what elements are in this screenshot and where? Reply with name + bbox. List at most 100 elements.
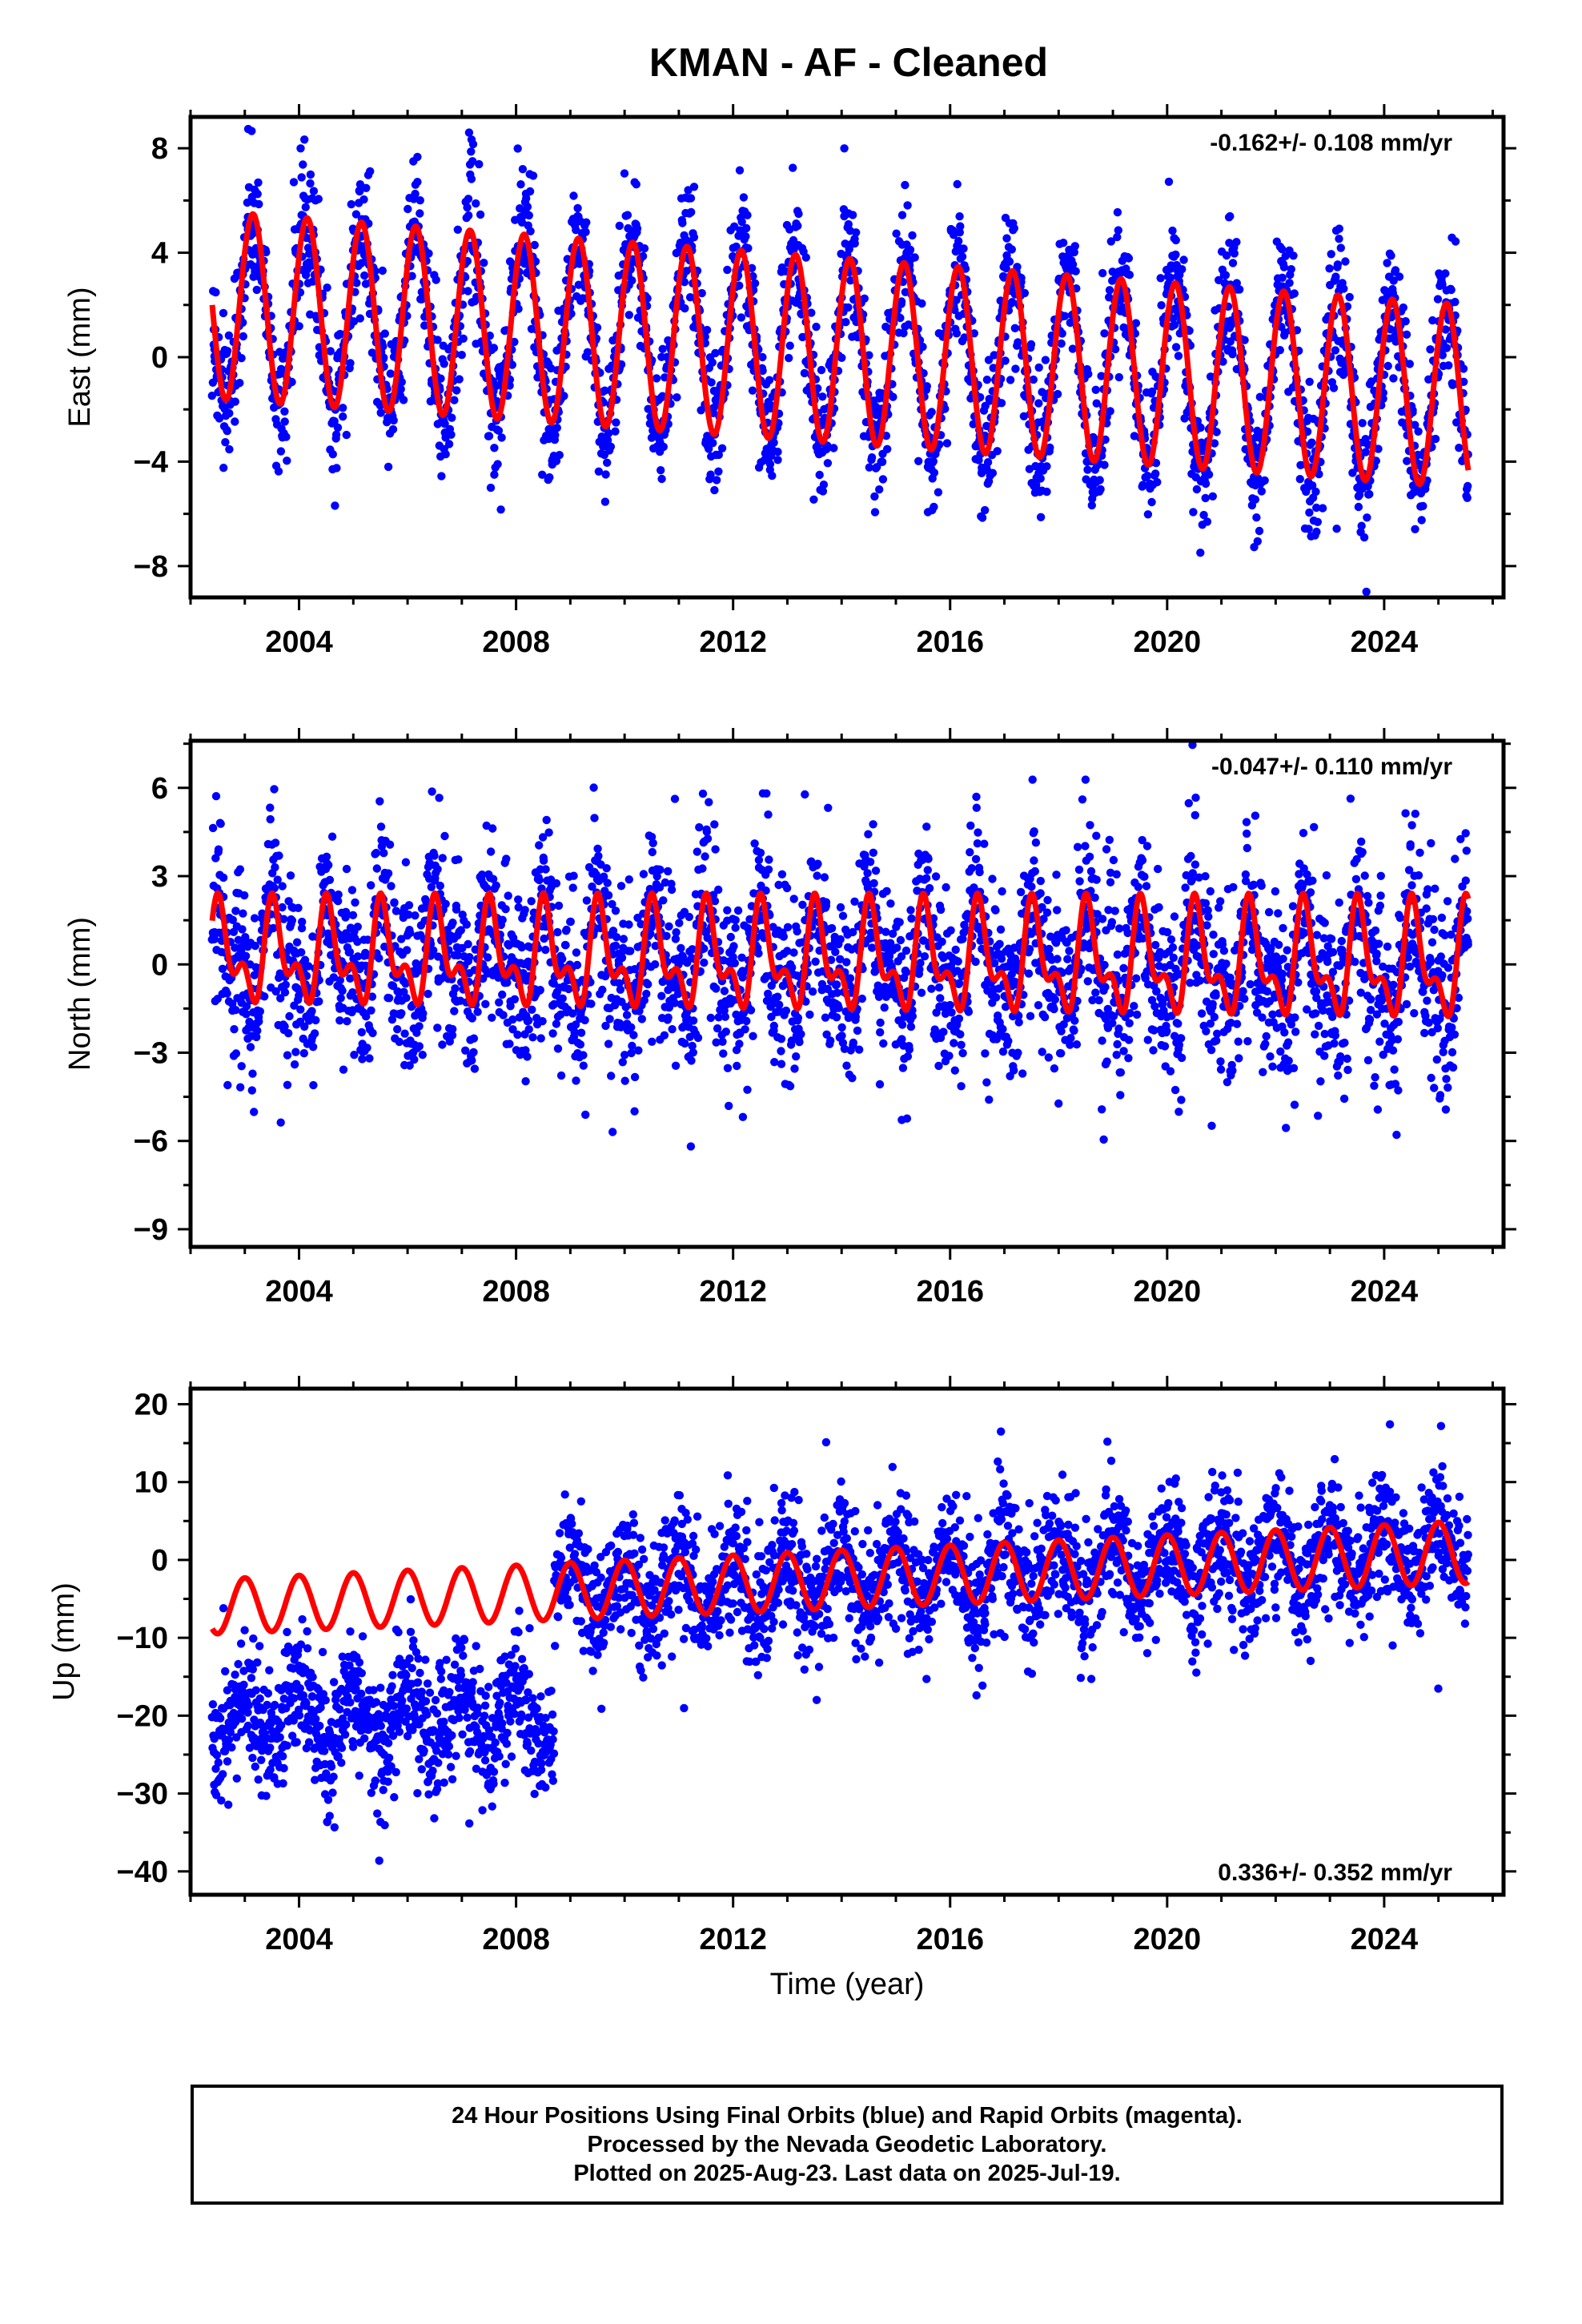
position-point: [450, 1007, 459, 1015]
position-point: [640, 244, 649, 253]
position-point: [681, 1039, 689, 1048]
position-point: [1125, 271, 1134, 279]
position-point: [498, 990, 507, 999]
position-point: [554, 901, 564, 911]
position-point: [768, 471, 777, 480]
position-point: [1105, 286, 1114, 295]
position-point: [850, 239, 859, 248]
position-point: [665, 922, 673, 931]
position-point: [419, 1009, 428, 1018]
position-point: [315, 997, 323, 1006]
position-point: [1060, 312, 1070, 320]
position-point: [572, 960, 582, 970]
position-point: [332, 464, 341, 472]
position-point: [518, 165, 528, 174]
position-point: [821, 898, 831, 907]
position-point: [1260, 476, 1269, 485]
position-point: [876, 1018, 885, 1027]
position-point: [572, 1076, 580, 1085]
position-point: [842, 958, 851, 967]
position-point: [366, 167, 375, 176]
position-point: [489, 344, 499, 352]
position-point: [589, 783, 598, 792]
position-point: [581, 227, 590, 236]
position-point: [769, 438, 778, 447]
position-point: [844, 219, 853, 229]
position-point: [841, 318, 850, 327]
position-point: [813, 859, 822, 868]
position-point: [865, 463, 874, 472]
position-point: [383, 869, 393, 878]
position-point: [448, 1024, 457, 1034]
position-point: [608, 1128, 617, 1136]
position-point: [670, 794, 680, 803]
position-point: [876, 1027, 885, 1037]
position-point: [289, 178, 299, 187]
position-point: [387, 882, 396, 891]
position-point: [905, 245, 915, 255]
position-point: [424, 989, 432, 999]
position-point: [218, 964, 227, 974]
position-point: [927, 408, 936, 416]
position-point: [605, 1015, 614, 1023]
position-point: [620, 1076, 629, 1085]
position-point: [741, 1025, 749, 1034]
position-point: [495, 998, 504, 1007]
position-point: [955, 212, 964, 221]
position-point: [271, 838, 280, 847]
position-point: [301, 203, 310, 211]
position-point: [528, 171, 538, 180]
position-point: [341, 907, 351, 917]
position-point: [556, 1071, 566, 1080]
position-point: [978, 513, 987, 522]
position-point: [714, 885, 723, 895]
position-point: [448, 413, 456, 422]
position-point: [892, 229, 901, 238]
position-point: [283, 1080, 292, 1090]
position-point: [1383, 259, 1391, 267]
position-point: [790, 1064, 799, 1073]
position-point: [516, 180, 525, 189]
position-point: [376, 822, 386, 831]
position-point: [389, 416, 398, 425]
position-point: [730, 959, 739, 967]
position-point: [536, 1034, 545, 1043]
position-point: [270, 785, 279, 794]
position-point: [1147, 497, 1156, 507]
position-point: [433, 336, 442, 344]
position-point: [718, 1037, 727, 1047]
position-point: [223, 989, 231, 998]
position-point: [1279, 263, 1289, 271]
position-point: [1341, 257, 1350, 266]
position-point: [294, 903, 303, 913]
position-point: [331, 430, 341, 439]
position-point: [231, 1006, 240, 1015]
position-point: [1305, 377, 1314, 386]
position-point: [375, 797, 384, 806]
position-point: [1002, 263, 1010, 273]
position-point: [560, 392, 568, 400]
position-point: [1208, 492, 1218, 501]
position-point: [211, 287, 220, 297]
position-point: [1359, 533, 1369, 542]
position-point: [433, 865, 442, 874]
position-point: [794, 209, 803, 219]
position-point: [552, 879, 561, 888]
position-point: [687, 207, 696, 217]
position-point: [671, 1061, 681, 1071]
position-point: [850, 897, 859, 907]
position-point: [807, 308, 816, 317]
position-point: [569, 871, 578, 880]
position-point: [1026, 340, 1036, 349]
position-point: [514, 304, 523, 313]
position-point: [1361, 448, 1371, 456]
position-point: [813, 871, 821, 880]
position-point: [662, 931, 671, 941]
position-point: [624, 920, 633, 929]
position-point: [441, 899, 450, 909]
position-point: [271, 862, 279, 872]
position-point: [1331, 346, 1340, 355]
position-point: [1383, 361, 1392, 371]
position-point: [207, 392, 216, 400]
position-point: [235, 379, 244, 388]
